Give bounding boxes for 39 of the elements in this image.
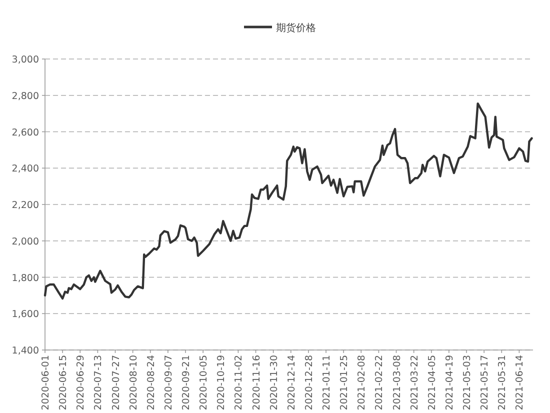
legend: 期货价格 <box>244 23 316 34</box>
x-tick-label: 2020-08-10 <box>128 355 140 410</box>
x-tick-label: 2020-08-24 <box>146 355 157 410</box>
y-tick-label: 1,600 <box>12 309 39 320</box>
x-tick-label: 2021-05-03 <box>462 355 474 410</box>
x-tick-label: 2020-07-27 <box>110 355 122 410</box>
x-tick-label: 2020-09-07 <box>163 355 174 410</box>
x-tick-label: 2021-05-31 <box>497 355 508 410</box>
x-tick-label: 2020-12-28 <box>304 355 315 410</box>
x-tick-label: 2021-01-25 <box>339 355 350 410</box>
x-tick-label: 2020-06-01 <box>40 355 52 410</box>
y-tick-label: 2,600 <box>12 127 39 138</box>
x-tick-label: 2020-07-13 <box>93 355 104 410</box>
x-tick-label: 2020-11-30 <box>268 355 280 410</box>
x-tick-label: 2020-10-05 <box>198 355 210 410</box>
x-tick-label: 2021-01-11 <box>322 355 333 410</box>
x-tick-label: 2021-05-17 <box>480 355 491 410</box>
y-tick-label: 2,200 <box>12 200 39 211</box>
x-tick-label: 2021-06-14 <box>514 355 526 410</box>
x-tick-label: 2020-12-14 <box>286 355 298 410</box>
x-tick-label: 2020-10-19 <box>216 355 228 410</box>
y-tick-label: 2,800 <box>12 90 39 102</box>
x-tick-label: 2020-06-29 <box>76 355 87 410</box>
x-tick-label: 2021-02-22 <box>374 355 386 410</box>
x-tick-label: 2020-11-16 <box>251 355 262 410</box>
x-tick-label: 2021-03-08 <box>392 355 403 410</box>
legend-label: 期货价格 <box>276 22 316 34</box>
y-tick-label: 2,400 <box>12 164 39 175</box>
y-tick-label: 1,800 <box>12 272 39 284</box>
x-tick-label: 2020-09-21 <box>181 355 192 410</box>
x-tick-label: 2020-06-15 <box>58 355 70 410</box>
x-tick-label: 2021-04-19 <box>444 355 456 410</box>
x-tick-label: 2020-11-02 <box>234 355 245 410</box>
x-tick-label: 2021-03-22 <box>409 355 420 410</box>
x-tick-label: 2021-02-08 <box>356 355 368 410</box>
y-tick-label: 1,400 <box>12 346 39 356</box>
y-tick-label: 2,000 <box>12 236 39 248</box>
x-tick-label: 2021-04-05 <box>426 355 438 410</box>
y-tick-label: 3,000 <box>12 54 39 66</box>
